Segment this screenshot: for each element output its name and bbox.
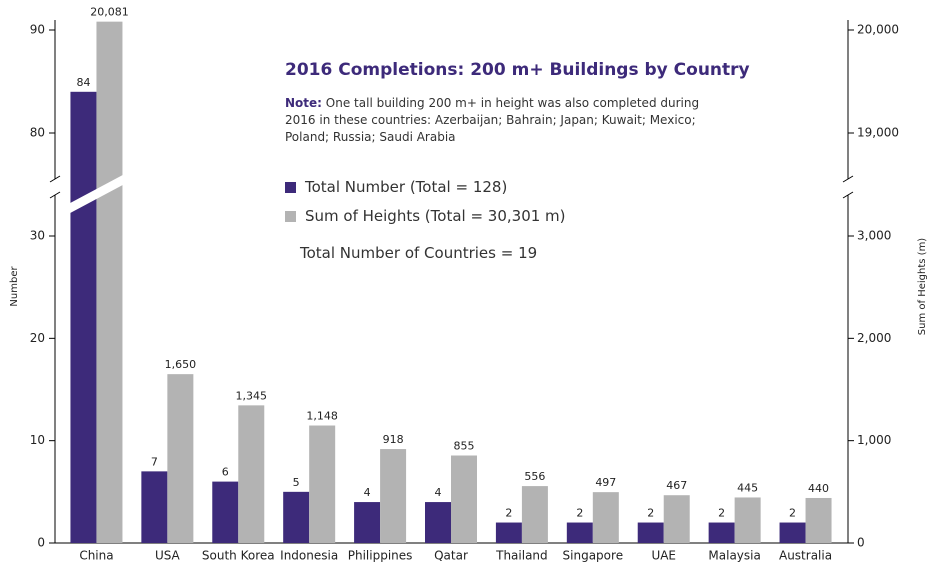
data-label: 467 <box>666 479 687 492</box>
legend-swatch <box>285 181 296 193</box>
legend-label: Total Number (Total = 128) <box>305 178 508 196</box>
bar <box>309 425 336 543</box>
data-label: 1,148 <box>306 410 338 423</box>
data-label: 2 <box>647 507 654 520</box>
axis-break <box>842 191 854 199</box>
x-tick-label: Indonesia <box>280 549 338 563</box>
data-label: 4 <box>364 486 371 499</box>
data-label: 1,345 <box>236 389 268 402</box>
x-tick-label: UAE <box>651 549 676 563</box>
data-label: 918 <box>383 433 404 446</box>
note: Note: One tall building 200 m+ in height… <box>285 95 715 146</box>
y-tick-label: 30 <box>30 229 45 243</box>
y-tick-label: 80 <box>30 126 45 140</box>
bar <box>521 486 548 543</box>
data-label: 7 <box>151 455 158 468</box>
y2-tick-label: 0 <box>857 536 865 550</box>
data-label: 2 <box>789 507 796 520</box>
data-label: 440 <box>808 482 829 495</box>
y-tick-label: 10 <box>30 433 45 447</box>
data-label: 20,081 <box>90 6 129 19</box>
data-label: 445 <box>737 481 758 494</box>
bar <box>425 502 451 543</box>
data-label: 84 <box>76 76 90 89</box>
data-label: 4 <box>435 486 442 499</box>
bar <box>354 502 381 543</box>
x-tick-label: Qatar <box>434 549 468 563</box>
bar <box>779 522 806 543</box>
bar <box>96 21 123 544</box>
y-tick-label: 20 <box>30 331 45 345</box>
bar <box>495 522 522 543</box>
y2-tick-label: 19,000 <box>857 126 899 140</box>
axis-break <box>842 175 854 183</box>
data-label: 1,650 <box>165 358 197 371</box>
data-label: 2 <box>718 507 725 520</box>
y2-tick-label: 20,000 <box>857 23 899 37</box>
data-label: 497 <box>595 476 616 489</box>
bar <box>566 522 593 543</box>
x-tick-label: Thailand <box>495 549 548 563</box>
x-tick-label: China <box>79 549 113 563</box>
x-tick-label: Singapore <box>563 549 624 563</box>
x-tick-label: USA <box>155 549 181 563</box>
bar <box>637 522 664 543</box>
axis-break <box>49 191 61 199</box>
annotation: Total Number of Countries = 19 <box>300 244 538 262</box>
bar <box>663 495 690 543</box>
y2-axis-label: Sum of Heights (m) <box>917 238 928 336</box>
x-tick-label: Philippines <box>348 549 413 563</box>
legend-label: Sum of Heights (Total = 30,301 m) <box>305 207 566 225</box>
data-label: 5 <box>293 476 300 489</box>
y-axis-label: Number <box>9 266 20 307</box>
data-label: 6 <box>222 466 229 479</box>
note-text: One tall building 200 m+ in height was a… <box>285 96 700 144</box>
chart-title: 2016 Completions: 200 m+ Buildings by Co… <box>285 60 750 80</box>
bar <box>283 491 310 543</box>
bar <box>380 449 407 543</box>
y-tick-label: 90 <box>30 23 45 37</box>
bar <box>238 405 265 543</box>
data-label: 556 <box>524 470 545 483</box>
bar <box>167 374 194 543</box>
bar-break <box>66 173 127 215</box>
y2-tick-label: 3,000 <box>857 229 891 243</box>
data-label: 2 <box>576 507 583 520</box>
y-tick-label: 0 <box>37 536 45 550</box>
x-tick-label: Australia <box>779 549 832 563</box>
bar <box>451 455 477 543</box>
x-tick-label: Malaysia <box>708 549 760 563</box>
y2-tick-label: 2,000 <box>857 331 891 345</box>
bar <box>708 522 735 543</box>
axis-break <box>49 175 61 183</box>
x-tick-label: South Korea <box>202 549 275 563</box>
bar <box>141 471 168 543</box>
note-label: Note: <box>285 96 322 110</box>
bar <box>805 497 832 543</box>
legend-swatch <box>285 210 296 222</box>
bar <box>734 497 761 543</box>
legend-item: Total Number (Total = 128) <box>285 178 507 196</box>
data-label: 2 <box>505 507 512 520</box>
bar <box>70 91 97 544</box>
legend-item: Sum of Heights (Total = 30,301 m) <box>285 207 566 225</box>
bar <box>592 492 619 543</box>
bar <box>212 481 239 543</box>
y2-tick-label: 1,000 <box>857 433 891 447</box>
data-label: 855 <box>454 440 475 453</box>
